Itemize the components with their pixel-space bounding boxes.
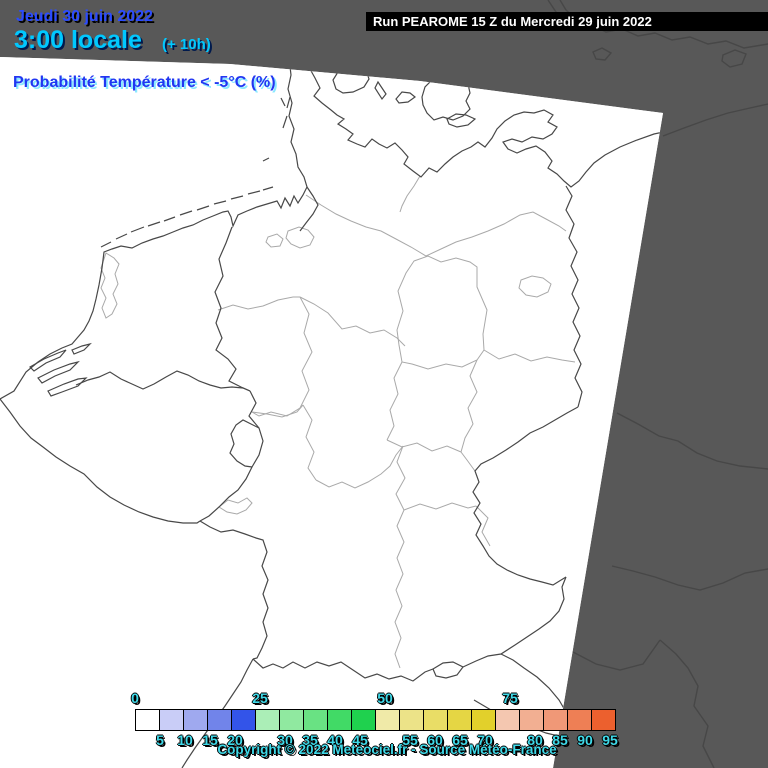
scale-tick-85: 85 bbox=[552, 732, 568, 748]
scale-tick-35: 35 bbox=[302, 732, 318, 748]
probability-color-scale bbox=[135, 709, 616, 731]
forecast-date: Jeudi 30 juin 2022 bbox=[16, 8, 153, 25]
scale-tick-40: 40 bbox=[327, 732, 343, 748]
scale-cell-95 bbox=[591, 709, 616, 731]
scale-tick-50: 50 bbox=[377, 690, 393, 706]
scale-tick-55: 55 bbox=[402, 732, 418, 748]
scale-cell-15 bbox=[207, 709, 232, 731]
run-info-text: Run PEAROME 15 Z du Mercredi 29 juin 202… bbox=[373, 14, 652, 29]
scale-cell-50 bbox=[375, 709, 400, 731]
scale-tick-10: 10 bbox=[177, 732, 193, 748]
scale-cell-20 bbox=[231, 709, 256, 731]
run-info-bar: Run PEAROME 15 Z du Mercredi 29 juin 202… bbox=[366, 12, 768, 31]
scale-tick-65: 65 bbox=[452, 732, 468, 748]
scale-cell-75 bbox=[495, 709, 520, 731]
scale-tick-5: 5 bbox=[156, 732, 164, 748]
scale-tick-80: 80 bbox=[527, 732, 543, 748]
scale-cell-90 bbox=[567, 709, 592, 731]
scale-cell-25 bbox=[255, 709, 280, 731]
scale-cell-5 bbox=[159, 709, 184, 731]
scale-cell-0 bbox=[135, 709, 160, 731]
scale-tick-90: 90 bbox=[577, 732, 593, 748]
scale-cell-30 bbox=[279, 709, 304, 731]
scale-tick-60: 60 bbox=[427, 732, 443, 748]
scale-cell-55 bbox=[399, 709, 424, 731]
scale-cell-60 bbox=[423, 709, 448, 731]
scale-tick-25: 25 bbox=[252, 690, 268, 706]
scale-tick-70: 70 bbox=[477, 732, 493, 748]
forecast-hour-offset: (+ 10h) bbox=[162, 36, 211, 53]
scale-cell-40 bbox=[327, 709, 352, 731]
copyright-notice: Copyright © 2022 Meteociel.fr - Source M… bbox=[217, 742, 557, 757]
forecast-time: 3:00 locale bbox=[14, 26, 142, 54]
scale-cell-10 bbox=[183, 709, 208, 731]
scale-tick-95: 95 bbox=[602, 732, 618, 748]
scale-tick-15: 15 bbox=[202, 732, 218, 748]
scale-cell-45 bbox=[351, 709, 376, 731]
model-domain bbox=[0, 57, 663, 768]
scale-cell-80 bbox=[519, 709, 544, 731]
scale-tick-0: 0 bbox=[131, 690, 139, 706]
scale-tick-30: 30 bbox=[277, 732, 293, 748]
scale-cell-70 bbox=[471, 709, 496, 731]
state-borders bbox=[100, 175, 576, 669]
variable-label: Probabilité Température < -5°C (%) bbox=[13, 74, 276, 91]
scale-cell-65 bbox=[447, 709, 472, 731]
scale-tick-75: 75 bbox=[502, 690, 518, 706]
scale-tick-20: 20 bbox=[227, 732, 243, 748]
scale-cell-35 bbox=[303, 709, 328, 731]
scale-cell-85 bbox=[543, 709, 568, 731]
scale-tick-45: 45 bbox=[352, 732, 368, 748]
